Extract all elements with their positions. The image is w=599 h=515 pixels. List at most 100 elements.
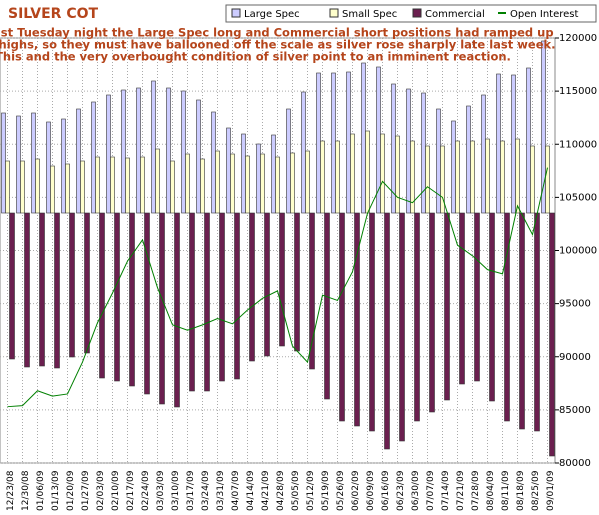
bar [1,112,6,214]
bar [451,120,456,214]
x-tick-label: 05/26/09 [336,470,346,511]
bar [140,156,145,214]
bar [309,212,315,370]
x-tick-label: 09/01/09 [546,470,556,511]
x-tick-label: 02/17/09 [126,470,136,511]
x-tick-label: 05/05/09 [291,470,301,511]
x-tick-label: 03/24/09 [201,470,211,511]
bar [541,40,546,214]
bar [181,90,186,214]
bar [76,108,81,214]
x-label-group: 04/07/09 [231,470,241,511]
bar [496,73,501,214]
x-label-group: 07/28/09 [471,470,481,511]
x-label-group: 07/07/09 [426,470,436,511]
bar [530,145,535,214]
bar [534,212,540,432]
bar [226,127,231,214]
line [7,167,548,408]
x-tick-label: 06/02/09 [351,470,361,511]
x-label-group: 07/14/09 [441,470,451,511]
x-label-group: 03/31/09 [216,470,226,511]
x-tick-label: 01/06/09 [36,470,46,511]
bar [406,88,411,214]
bar [114,212,120,382]
bar [95,156,100,214]
x-label-group: 06/09/09 [366,470,376,511]
bar [166,87,171,214]
x-tick-label: 06/16/09 [381,470,391,511]
x-label-group: 02/10/09 [111,470,121,511]
bar [20,160,25,214]
bar [174,212,180,408]
bar [346,71,351,214]
x-label-group: 01/06/09 [36,470,46,511]
bar [241,133,246,214]
bar [155,148,160,214]
bar [384,212,390,450]
y-tick-label: 85000 [559,405,591,416]
bar [61,118,66,214]
x-tick-label: 04/28/09 [276,470,286,511]
bar [16,115,21,214]
bar [380,133,385,214]
bar [305,150,310,214]
bar [395,135,400,214]
bar [290,152,295,214]
x-label-group: 03/10/09 [171,470,181,511]
x-label-group: 08/25/09 [531,470,541,511]
bar [31,112,36,214]
bar [80,160,85,214]
bar [350,133,355,214]
bar [65,163,70,214]
bar [91,101,96,214]
x-tick-label: 07/07/09 [426,470,436,511]
bar [215,150,220,214]
bar [466,105,471,214]
bar [399,212,405,442]
bar [294,212,300,352]
y-tick-label: 110000 [559,139,597,150]
annotation: to new highs, so they must have balloone… [0,38,556,52]
y-tick-label: 90000 [559,352,591,363]
bar [369,212,375,432]
bar [459,212,465,385]
bar [200,158,205,214]
x-label-group: 04/28/09 [276,470,286,511]
bar [320,140,325,214]
bar [170,160,175,214]
bar [489,212,495,402]
bar [125,157,130,214]
bar [425,145,430,214]
x-tick-label: 04/21/09 [261,470,271,511]
x-tick-label: 08/04/09 [486,470,496,511]
x-label-group: 06/30/09 [411,470,421,511]
bar [50,165,55,214]
legend-box [225,4,597,23]
bar [410,140,415,214]
x-label-group: 05/19/09 [321,470,331,511]
bar [339,212,345,422]
bar [455,140,460,214]
bar [230,153,235,214]
bar [414,212,420,422]
bar [421,92,426,214]
x-label-group: 05/05/09 [291,470,301,511]
x-tick-label: 12/23/08 [6,470,16,511]
x-tick-label: 06/30/09 [411,470,421,511]
y-tick-label: 115000 [559,86,597,97]
x-label-group: 12/30/08 [21,470,31,511]
x-tick-label: 02/03/09 [96,470,106,511]
bar [440,145,445,214]
bar [549,212,555,457]
x-tick-label: 02/24/09 [141,470,151,511]
x-label-group: 02/17/09 [126,470,136,511]
bar [84,212,90,354]
x-label-group: 08/04/09 [486,470,496,511]
bar [316,72,321,214]
bar [106,94,111,214]
bar [211,111,216,214]
x-label-group: 09/01/09 [546,470,556,511]
x-label-group: 05/12/09 [306,470,316,511]
